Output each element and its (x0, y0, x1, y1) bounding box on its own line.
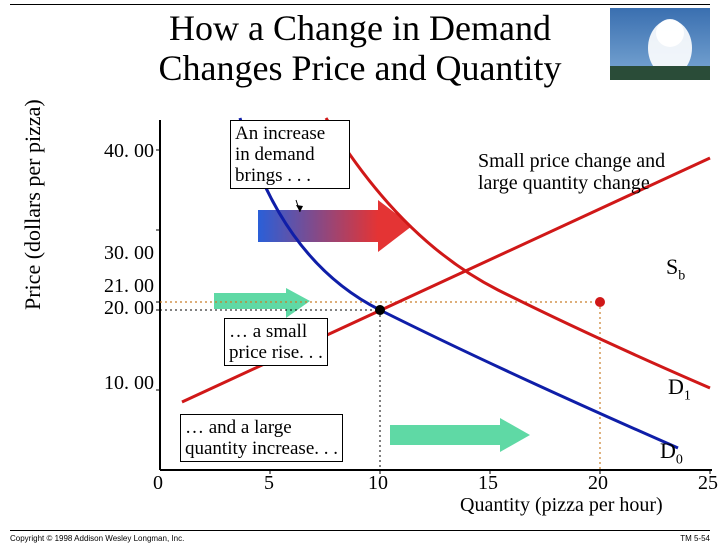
eq-point-new (595, 297, 605, 307)
ytick-20: 20. 00 (104, 297, 154, 319)
green-arrow-qty (390, 418, 530, 452)
gradient-arrow (258, 200, 412, 252)
chart (0, 0, 720, 540)
box-large-qty: … and a largequantity increase. . . (180, 414, 343, 462)
green-arrow-price (214, 288, 310, 318)
xtick-15: 15 (478, 472, 498, 494)
footer-copyright: Copyright © 1998 Addison Wesley Longman,… (10, 534, 184, 543)
footer-slide-num: TM 5-54 (680, 534, 710, 543)
ytick-30: 30. 00 (104, 242, 154, 264)
ytick-40: 40. 00 (104, 140, 154, 162)
ytick-21: 21. 00 (104, 275, 154, 297)
xtick-5: 5 (264, 472, 274, 494)
x-axis-label: Quantity (pizza per hour) (460, 494, 663, 517)
box-small-price: … a smallprice rise. . . (224, 318, 328, 366)
xtick-10: 10 (368, 472, 388, 494)
xtick-25: 25 (698, 472, 718, 494)
label-d0: D0 (660, 440, 683, 471)
xtick-20: 20 (588, 472, 608, 494)
box-increase-demand: An increasein demandbrings . . . (230, 120, 350, 189)
label-sb: Sb (666, 256, 685, 287)
xtick-0: 0 (153, 472, 163, 494)
label-d1: D1 (668, 376, 691, 407)
ytick-10: 10. 00 (104, 372, 154, 394)
note-small-large: Small price change andlarge quantity cha… (478, 150, 708, 194)
eq-point-old (375, 305, 385, 315)
slide: How a Change in DemandChanges Price and … (0, 0, 720, 540)
